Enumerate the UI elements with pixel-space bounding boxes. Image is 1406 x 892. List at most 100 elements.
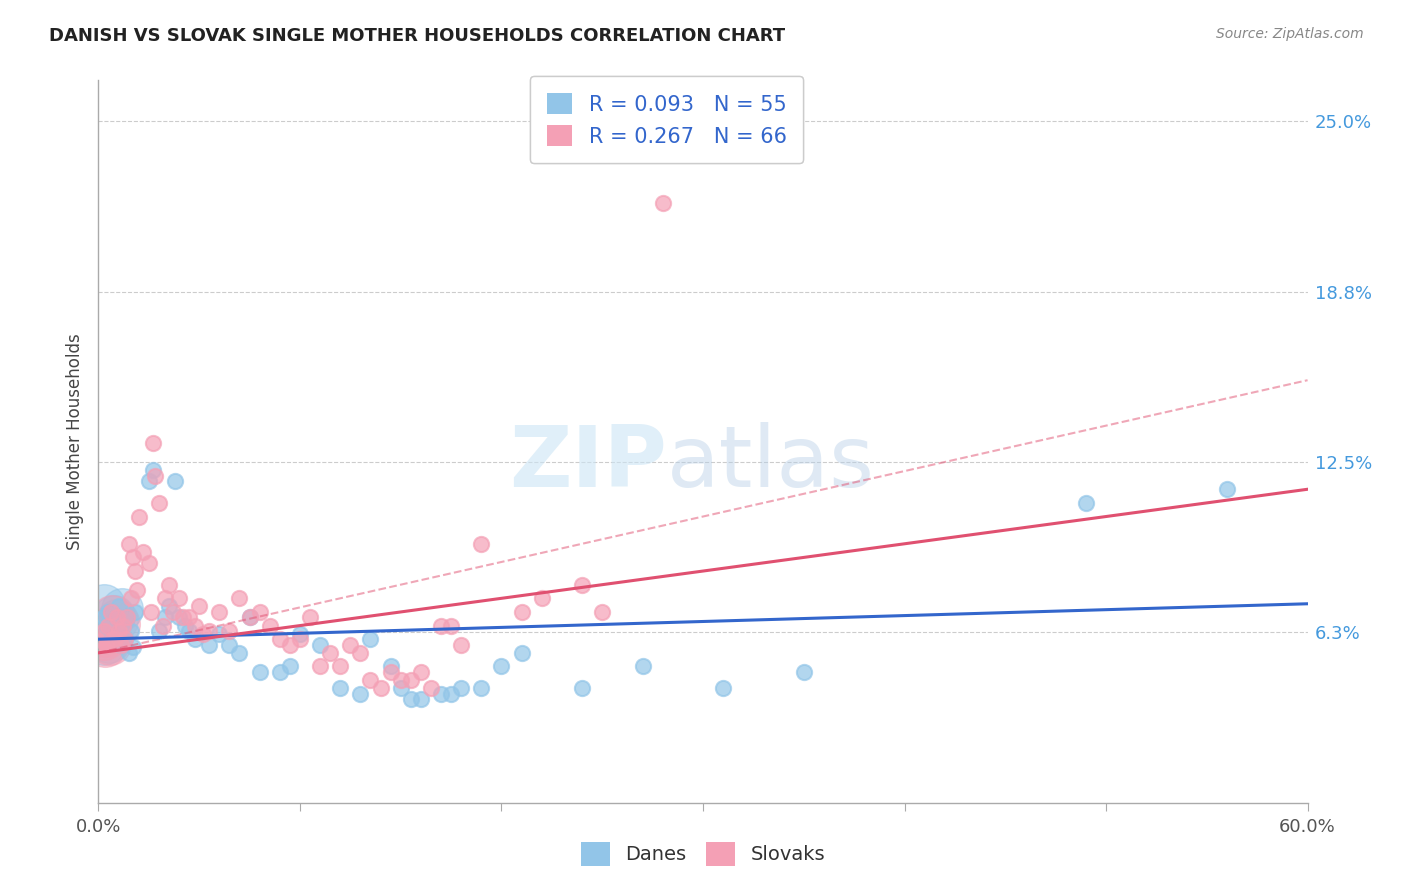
Point [188, 599, 211, 614]
Point [228, 591, 250, 606]
Point [329, 659, 352, 673]
Point [142, 463, 165, 477]
Point [430, 687, 453, 701]
Point [380, 659, 402, 673]
Point [184, 632, 207, 647]
Point [115, 610, 138, 624]
Point [105, 632, 128, 647]
Point [440, 687, 463, 701]
Point [631, 659, 654, 673]
Point [148, 624, 170, 638]
Point [198, 638, 221, 652]
Point [97, 618, 120, 632]
Point [309, 638, 332, 652]
Point [228, 646, 250, 660]
Point [269, 665, 291, 679]
Point [111, 618, 134, 632]
Point [510, 646, 533, 660]
Point [103, 608, 125, 623]
Point [157, 599, 180, 614]
Point [143, 468, 166, 483]
Point [360, 673, 382, 687]
Point [93, 629, 115, 643]
Point [179, 624, 201, 638]
Point [121, 640, 143, 655]
Point [198, 624, 221, 638]
Point [288, 626, 311, 640]
Point [299, 610, 322, 624]
Point [114, 632, 136, 647]
Point [571, 681, 593, 696]
Point [114, 632, 136, 647]
Text: Source: ZipAtlas.com: Source: ZipAtlas.com [1216, 27, 1364, 41]
Point [349, 646, 371, 660]
Point [450, 681, 472, 696]
Point [174, 618, 197, 632]
Point [278, 638, 301, 652]
Point [96, 622, 118, 636]
Point [167, 591, 190, 606]
Point [218, 624, 240, 638]
Point [370, 681, 392, 696]
Point [101, 609, 124, 624]
Point [157, 577, 180, 591]
Point [118, 537, 141, 551]
Point [105, 613, 128, 627]
Point [97, 605, 120, 619]
Point [139, 605, 162, 619]
Point [153, 591, 176, 606]
Point [138, 556, 160, 570]
Point [389, 681, 412, 696]
Point [208, 605, 231, 619]
Point [430, 618, 453, 632]
Point [105, 610, 128, 624]
Point [239, 610, 262, 624]
Point [510, 605, 533, 619]
Point [591, 605, 613, 619]
Point [491, 659, 513, 673]
Point [103, 626, 125, 640]
Text: DANISH VS SLOVAK SINGLE MOTHER HOUSEHOLDS CORRELATION CHART: DANISH VS SLOVAK SINGLE MOTHER HOUSEHOLD… [49, 27, 786, 45]
Point [440, 618, 463, 632]
Point [107, 624, 129, 638]
Point [93, 637, 115, 651]
Point [163, 474, 186, 488]
Point [259, 618, 281, 632]
Text: atlas: atlas [666, 422, 875, 505]
Point [651, 196, 673, 211]
Point [409, 692, 432, 706]
Point [120, 591, 142, 606]
Point [399, 692, 422, 706]
Point [101, 632, 124, 647]
Point [93, 632, 115, 647]
Point [349, 687, 371, 701]
Point [470, 537, 492, 551]
Point [571, 577, 593, 591]
Point [309, 659, 332, 673]
Point [184, 618, 207, 632]
Point [339, 638, 361, 652]
Point [1216, 482, 1239, 496]
Point [172, 610, 194, 624]
Point [97, 635, 120, 649]
Point [120, 624, 142, 638]
Point [108, 617, 131, 632]
Point [107, 599, 129, 614]
Point [100, 605, 122, 619]
Point [278, 659, 301, 673]
Point [101, 613, 124, 627]
Point [96, 624, 118, 639]
Point [380, 665, 402, 679]
Point [115, 610, 138, 624]
Y-axis label: Single Mother Households: Single Mother Households [66, 334, 84, 549]
Point [167, 610, 190, 624]
Point [132, 545, 155, 559]
Point [110, 638, 132, 652]
Point [162, 605, 184, 619]
Point [148, 496, 170, 510]
Point [329, 681, 352, 696]
Point [208, 626, 231, 640]
Point [124, 564, 146, 578]
Point [711, 681, 734, 696]
Point [98, 637, 121, 651]
